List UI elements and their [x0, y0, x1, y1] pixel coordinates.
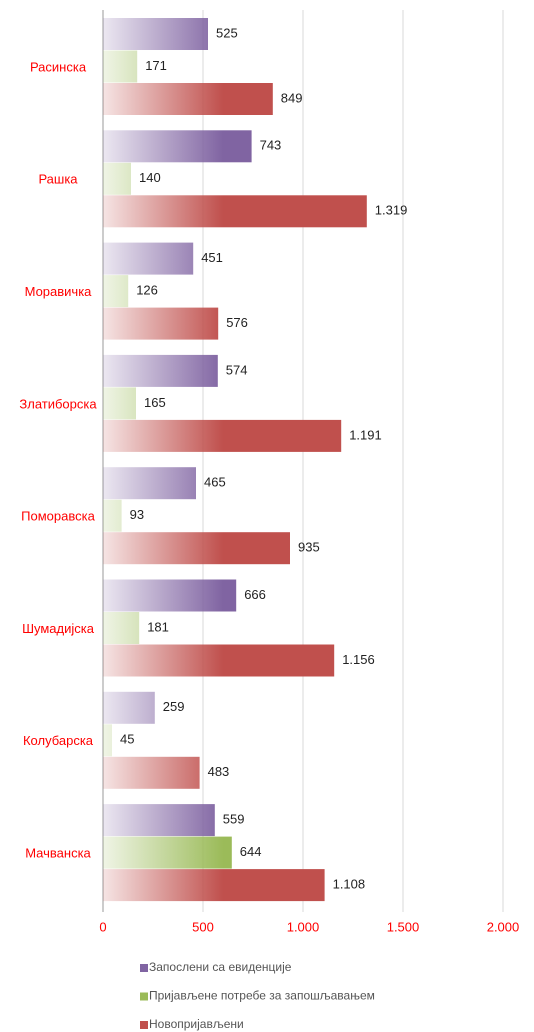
value-label: 559 [223, 812, 245, 827]
bar [103, 387, 136, 420]
value-label: 259 [163, 699, 185, 714]
value-label: 181 [147, 619, 169, 634]
category-label: Рашка [38, 172, 78, 187]
bar [103, 467, 196, 500]
bar [103, 644, 335, 677]
legend-marker [140, 1021, 148, 1029]
bar [103, 307, 219, 340]
legend-marker [140, 992, 148, 1001]
category-label: Колубарска [23, 733, 94, 748]
bar [103, 419, 342, 452]
category-label: Моравичка [25, 284, 93, 299]
value-label: 666 [244, 587, 266, 602]
legend-label: Пријављене потребе за запошљавањем [149, 989, 375, 1003]
value-label: 165 [144, 395, 166, 410]
category-label: Поморавска [21, 509, 95, 524]
bar [103, 691, 155, 724]
bar [103, 724, 112, 757]
value-label: 1.319 [375, 203, 408, 218]
bar [103, 275, 129, 308]
legend-label: Запослени са евиденције [149, 960, 292, 974]
bar [103, 499, 122, 532]
value-label: 45 [120, 732, 134, 747]
bar [103, 579, 237, 612]
category-label: Златиборска [19, 396, 97, 411]
x-tick-label: 2.000 [487, 919, 520, 934]
bar [103, 18, 208, 50]
legend-marker [140, 964, 148, 972]
value-label: 1.108 [333, 877, 366, 892]
bar [103, 532, 290, 565]
bar [103, 869, 325, 902]
category-label: Шумадијска [22, 621, 95, 636]
bar [103, 354, 218, 387]
bar [103, 612, 140, 644]
x-tick-label: 1.500 [387, 919, 420, 934]
value-label: 1.191 [349, 427, 382, 442]
category-label: Расинска [30, 59, 87, 74]
x-tick-label: 0 [99, 919, 106, 934]
bar [103, 162, 131, 195]
value-label: 574 [226, 362, 248, 377]
value-label: 935 [298, 540, 320, 555]
value-label: 140 [139, 170, 161, 185]
legend-label: Новопријављени [149, 1017, 244, 1031]
bar [103, 83, 273, 115]
value-label: 576 [226, 315, 248, 330]
value-label: 93 [130, 507, 144, 522]
value-label: 171 [145, 58, 167, 73]
bar [103, 836, 232, 869]
category-label: Мачванска [25, 846, 91, 861]
value-label: 525 [216, 25, 238, 40]
value-label: 451 [201, 250, 223, 265]
bar [103, 242, 194, 275]
x-tick-label: 1.000 [287, 919, 320, 934]
value-label: 1.156 [342, 652, 375, 667]
value-label: 126 [136, 283, 158, 298]
value-label: 743 [260, 138, 282, 153]
value-label: 483 [208, 764, 230, 779]
bar [103, 50, 138, 83]
bar [103, 756, 200, 789]
value-label: 849 [281, 90, 303, 105]
bar [103, 195, 367, 228]
bar [103, 804, 215, 837]
value-label: 644 [240, 844, 262, 859]
value-label: 465 [204, 475, 226, 490]
bar [103, 130, 252, 163]
x-tick-label: 500 [192, 919, 214, 934]
